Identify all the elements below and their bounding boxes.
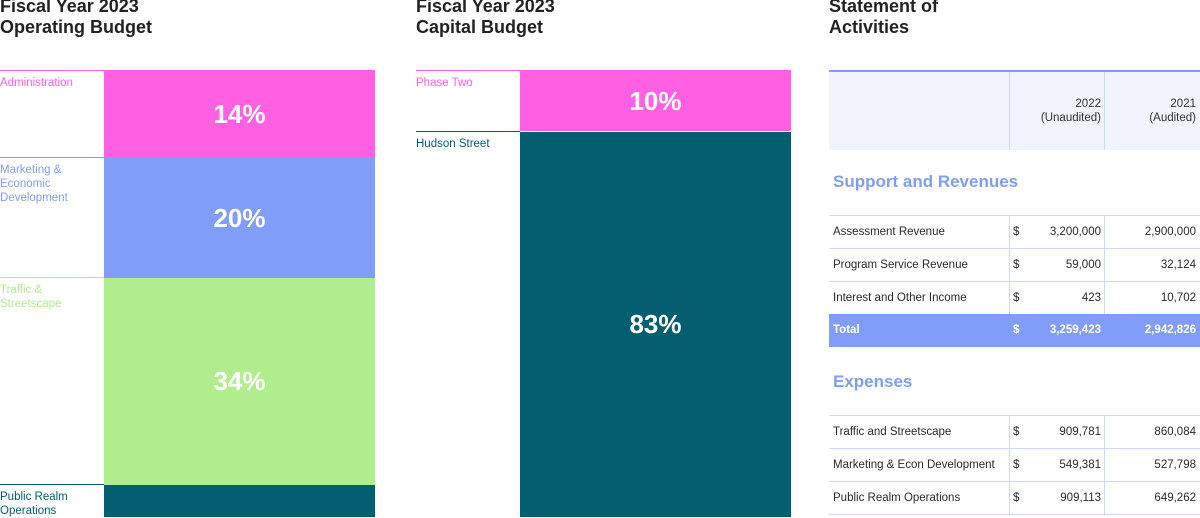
value-2022: 909,113 xyxy=(1060,492,1101,504)
value-2021: 649,262 xyxy=(1154,492,1196,504)
column-divider xyxy=(1009,216,1010,248)
currency-symbol: $ xyxy=(1013,259,1020,271)
currency-symbol: $ xyxy=(1013,426,1020,438)
segment-bar-traffic: 34% xyxy=(104,278,375,485)
row-description: Total xyxy=(833,324,860,336)
value-2022: 3,200,000 xyxy=(1049,226,1101,238)
segment-label-public-realm: Public Realm Operations xyxy=(0,491,68,517)
row-description: Marketing & Econ Development xyxy=(833,459,995,471)
row-description: Interest and Other Income xyxy=(833,292,967,304)
value-2021: 860,084 xyxy=(1154,426,1196,438)
percent-label: 83% xyxy=(629,309,682,339)
column-divider xyxy=(1104,216,1105,248)
value-2022: 549,381 xyxy=(1059,459,1101,471)
row-description: Assessment Revenue xyxy=(833,226,945,238)
segment-bar-administration: 14% xyxy=(104,71,375,158)
column-header-2021: 2021 (Audited) xyxy=(1149,98,1196,124)
hudson-street-rule xyxy=(416,131,520,132)
capital-budget-title: Fiscal Year 2023 Capital Budget xyxy=(416,0,555,38)
row-description: Traffic and Streetscape xyxy=(833,426,952,438)
column-divider xyxy=(1104,416,1105,448)
segment-bar-marketing: 20% xyxy=(104,158,375,278)
statement-title-line2: Activities xyxy=(829,17,910,37)
segment-bar-hudson-street: 83% xyxy=(520,132,791,517)
capital-title-line2: Capital Budget xyxy=(416,17,544,37)
table-row: Traffic and Streetscape $909,781 860,084 xyxy=(829,415,1200,448)
marketing-rule xyxy=(0,157,104,158)
capital-title-line1: Fiscal Year 2023 xyxy=(416,0,555,16)
segment-label-traffic: Traffic & Streetscape xyxy=(0,284,62,310)
column-divider xyxy=(1104,314,1105,347)
segment-label-phase-two: Phase Two xyxy=(416,77,473,89)
table-row: Program Service Revenue $59,000 32,124 xyxy=(829,248,1200,281)
value-2021: 527,798 xyxy=(1154,459,1196,471)
segment-label-administration: Administration xyxy=(0,77,73,89)
currency-symbol: $ xyxy=(1013,226,1020,238)
operating-budget-title: Fiscal Year 2023 Operating Budget xyxy=(0,0,152,38)
column-divider xyxy=(1009,449,1010,481)
value-2022: 3,259,423 xyxy=(1049,324,1101,336)
column-header-2022: 2022 (Unaudited) xyxy=(1040,98,1101,124)
value-2022: 909,781 xyxy=(1059,426,1101,438)
column-divider xyxy=(1009,282,1010,314)
table-row: Assessment Revenue $3,200,000 2,900,000 xyxy=(829,215,1200,248)
value-2021: 2,942,826 xyxy=(1144,324,1196,336)
row-description: Program Service Revenue xyxy=(833,259,968,271)
value-2022: 423 xyxy=(1081,292,1101,304)
table-total-row: Total $3,259,423 2,942,826 xyxy=(829,314,1200,347)
table-bottom-rule xyxy=(829,514,1200,515)
percent-label: 14% xyxy=(213,99,266,129)
column-divider xyxy=(1104,249,1105,281)
value-2021: 10,702 xyxy=(1160,292,1196,304)
percent-label: 34% xyxy=(213,366,266,396)
percent-label: 20% xyxy=(213,202,266,233)
admin-rule xyxy=(0,70,375,71)
column-divider xyxy=(1009,314,1010,347)
value-2022: 59,000 xyxy=(1065,259,1101,271)
currency-symbol: $ xyxy=(1013,292,1020,304)
table-header: 2022 (Unaudited) 2021 (Audited) xyxy=(829,70,1200,150)
statement-title: Statement of Activities xyxy=(829,0,938,38)
column-divider xyxy=(1104,482,1105,514)
currency-symbol: $ xyxy=(1013,324,1020,336)
section-title-support: Support and Revenues xyxy=(833,172,1019,191)
column-divider xyxy=(1009,482,1010,514)
column-divider xyxy=(1009,72,1010,150)
table-row: Marketing & Econ Development $549,381 527,… xyxy=(829,448,1200,481)
segment-label-marketing: Marketing & Economic Development xyxy=(0,164,68,204)
percent-label: 10% xyxy=(629,85,682,116)
table-row: Interest and Other Income $423 10,702 xyxy=(829,281,1200,314)
column-divider xyxy=(1104,449,1105,481)
value-2021: 2,900,000 xyxy=(1144,226,1196,238)
segment-bar-public-realm xyxy=(104,485,375,517)
segment-bar-phase-two: 10% xyxy=(520,71,791,131)
table-row: Public Realm Operations $909,113 649,262 xyxy=(829,481,1200,514)
phase-two-rule xyxy=(416,70,791,71)
column-divider xyxy=(1009,416,1010,448)
column-divider xyxy=(1104,282,1105,314)
column-divider xyxy=(1009,249,1010,281)
segment-label-hudson-street: Hudson Street xyxy=(416,138,490,150)
section-title-expenses: Expenses xyxy=(833,372,913,391)
row-description: Public Realm Operations xyxy=(833,492,961,504)
currency-symbol: $ xyxy=(1013,459,1020,471)
currency-symbol: $ xyxy=(1013,492,1020,504)
column-divider xyxy=(1104,72,1105,150)
public-realm-rule xyxy=(0,484,104,485)
operating-title-line2: Operating Budget xyxy=(0,17,152,37)
value-2021: 32,124 xyxy=(1160,259,1196,271)
traffic-rule xyxy=(0,277,104,278)
statement-title-line1: Statement of xyxy=(829,0,939,16)
operating-title-line1: Fiscal Year 2023 xyxy=(0,0,139,16)
